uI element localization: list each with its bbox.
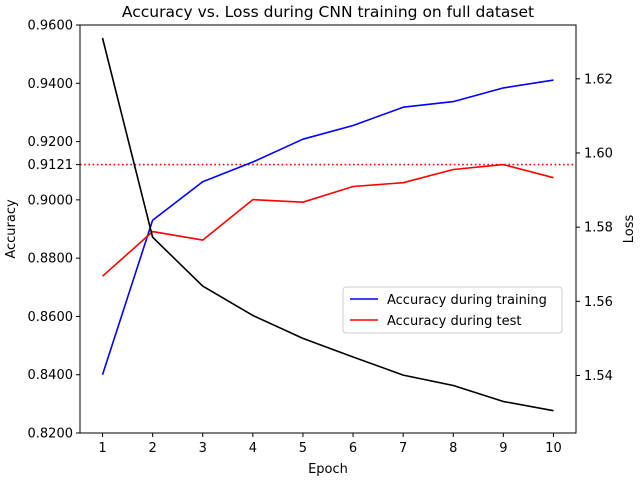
y-axis-title: Accuracy bbox=[4, 199, 19, 259]
y-right-tick-label: 1.58 bbox=[584, 221, 613, 236]
x-axis-title: Epoch bbox=[308, 462, 348, 477]
y-tick-label: 0.9400 bbox=[28, 77, 74, 92]
x-tick-label: 1 bbox=[98, 441, 106, 456]
series-line-training-accuracy bbox=[101, 79, 554, 375]
y-right-tick-label: 1.54 bbox=[584, 369, 613, 384]
series-line-test-accuracy bbox=[101, 163, 554, 277]
y-tick-label: 0.8200 bbox=[28, 427, 74, 442]
x-tick-label: 2 bbox=[149, 441, 157, 456]
x-tick-label: 8 bbox=[449, 441, 457, 456]
y-right-tick-label: 1.62 bbox=[584, 72, 613, 87]
y-axis-left: 0.8200 0.8400 0.8600 0.8800 0.9000 0.9121 0.92… bbox=[28, 19, 80, 442]
y-tick-label: 0.8800 bbox=[28, 252, 74, 267]
y-tick-label: 0.8600 bbox=[28, 310, 74, 325]
y-tick-label: 0.8400 bbox=[28, 368, 74, 383]
plot-area bbox=[80, 37, 576, 412]
x-tick-label: 10 bbox=[545, 441, 562, 456]
y-right-tick-label: 1.56 bbox=[584, 295, 613, 310]
legend-label-test: Accuracy during test bbox=[387, 314, 522, 329]
y-tick-label: 0.9600 bbox=[28, 19, 74, 34]
y-axis-right: 1.54 1.56 1.58 1.60 1.62 bbox=[576, 72, 613, 384]
x-axis: 1 2 3 4 5 6 7 8 9 10 bbox=[98, 433, 562, 456]
plot-frame bbox=[79, 24, 577, 434]
x-tick-label: 4 bbox=[249, 441, 257, 456]
x-tick-label: 5 bbox=[299, 441, 307, 456]
y-tick-label: 0.9000 bbox=[28, 193, 74, 208]
y-tick-label: 0.9200 bbox=[28, 135, 74, 150]
legend-label-training: Accuracy during training bbox=[387, 293, 547, 308]
y-tick-label: 0.9121 bbox=[28, 158, 74, 173]
legend: Accuracy during training Accuracy during… bbox=[342, 286, 563, 334]
x-tick-label: 3 bbox=[199, 441, 207, 456]
legend-box bbox=[342, 286, 563, 334]
y-axis-right-title: Loss bbox=[622, 215, 637, 244]
x-tick-label: 6 bbox=[349, 441, 357, 456]
x-tick-label: 7 bbox=[399, 441, 407, 456]
x-tick-label: 9 bbox=[499, 441, 507, 456]
y-right-tick-label: 1.60 bbox=[584, 146, 613, 161]
chart-title: Accuracy vs. Loss during CNN training on… bbox=[122, 3, 534, 21]
series-line-loss bbox=[101, 37, 554, 412]
